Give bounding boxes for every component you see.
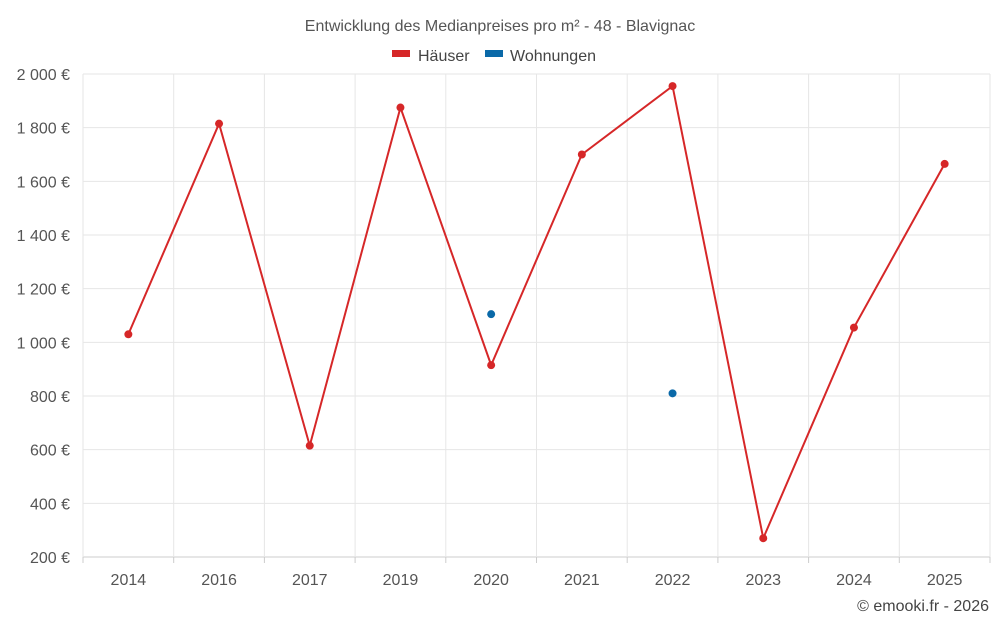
x-tick-label: 2022 — [655, 572, 691, 589]
y-tick-label: 1 600 € — [17, 174, 70, 191]
x-axis: 2014 2016 2017 2019 2020 2021 2022 2023 2024 2025 — [82, 557, 991, 589]
data-point-haeuser[interactable] — [577, 150, 586, 159]
data-point-haeuser[interactable] — [849, 323, 858, 332]
data-point-haeuser[interactable] — [124, 330, 133, 339]
x-tick-label: 2024 — [836, 572, 872, 589]
y-tick-label: 1 000 € — [17, 335, 70, 352]
legend-label-haeuser[interactable]: Häuser — [418, 48, 470, 65]
grid — [82, 73, 991, 558]
data-point-haeuser[interactable] — [396, 103, 405, 112]
chart-title: Entwicklung des Medianpreises pro m² - 4… — [305, 18, 695, 35]
y-tick-label: 1 400 € — [17, 228, 70, 245]
data-point-haeuser[interactable] — [759, 534, 768, 543]
x-tick-label: 2014 — [111, 572, 147, 589]
data-point-haeuser[interactable] — [940, 159, 949, 168]
y-tick-label: 400 € — [30, 496, 70, 513]
data-point-haeuser[interactable] — [487, 361, 496, 370]
y-tick-label: 200 € — [30, 550, 70, 567]
data-point-haeuser[interactable] — [305, 441, 314, 450]
legend-swatch-haeuser — [392, 50, 410, 57]
data-point-wohnungen[interactable] — [668, 389, 677, 398]
y-tick-label: 1 800 € — [17, 121, 70, 138]
x-tick-label: 2017 — [292, 572, 328, 589]
legend-swatch-wohnungen — [485, 50, 503, 57]
series-line-0 — [127, 84, 946, 542]
x-tick-label: 2020 — [473, 572, 509, 589]
legend: Häuser Wohnungen — [392, 48, 596, 65]
y-tick-label: 600 € — [30, 443, 70, 460]
data-point-haeuser[interactable] — [668, 82, 677, 91]
data-point-wohnungen[interactable] — [487, 310, 496, 319]
y-axis: 200 € 400 € 600 € 800 € 1 000 € 1 200 € 1 400 … — [17, 67, 70, 567]
series-layer — [124, 82, 949, 543]
x-tick-label: 2025 — [927, 572, 963, 589]
y-tick-label: 2 000 € — [17, 67, 70, 84]
credit-text: © emooki.fr - 2026 — [857, 598, 989, 615]
x-tick-label: 2016 — [201, 572, 237, 589]
x-tick-label: 2019 — [383, 572, 419, 589]
x-tick-label: 2021 — [564, 572, 600, 589]
x-tick-label: 2023 — [745, 572, 781, 589]
y-tick-label: 800 € — [30, 389, 70, 406]
y-tick-label: 1 200 € — [17, 282, 70, 299]
data-point-haeuser[interactable] — [215, 119, 224, 128]
legend-label-wohnungen[interactable]: Wohnungen — [510, 48, 596, 65]
